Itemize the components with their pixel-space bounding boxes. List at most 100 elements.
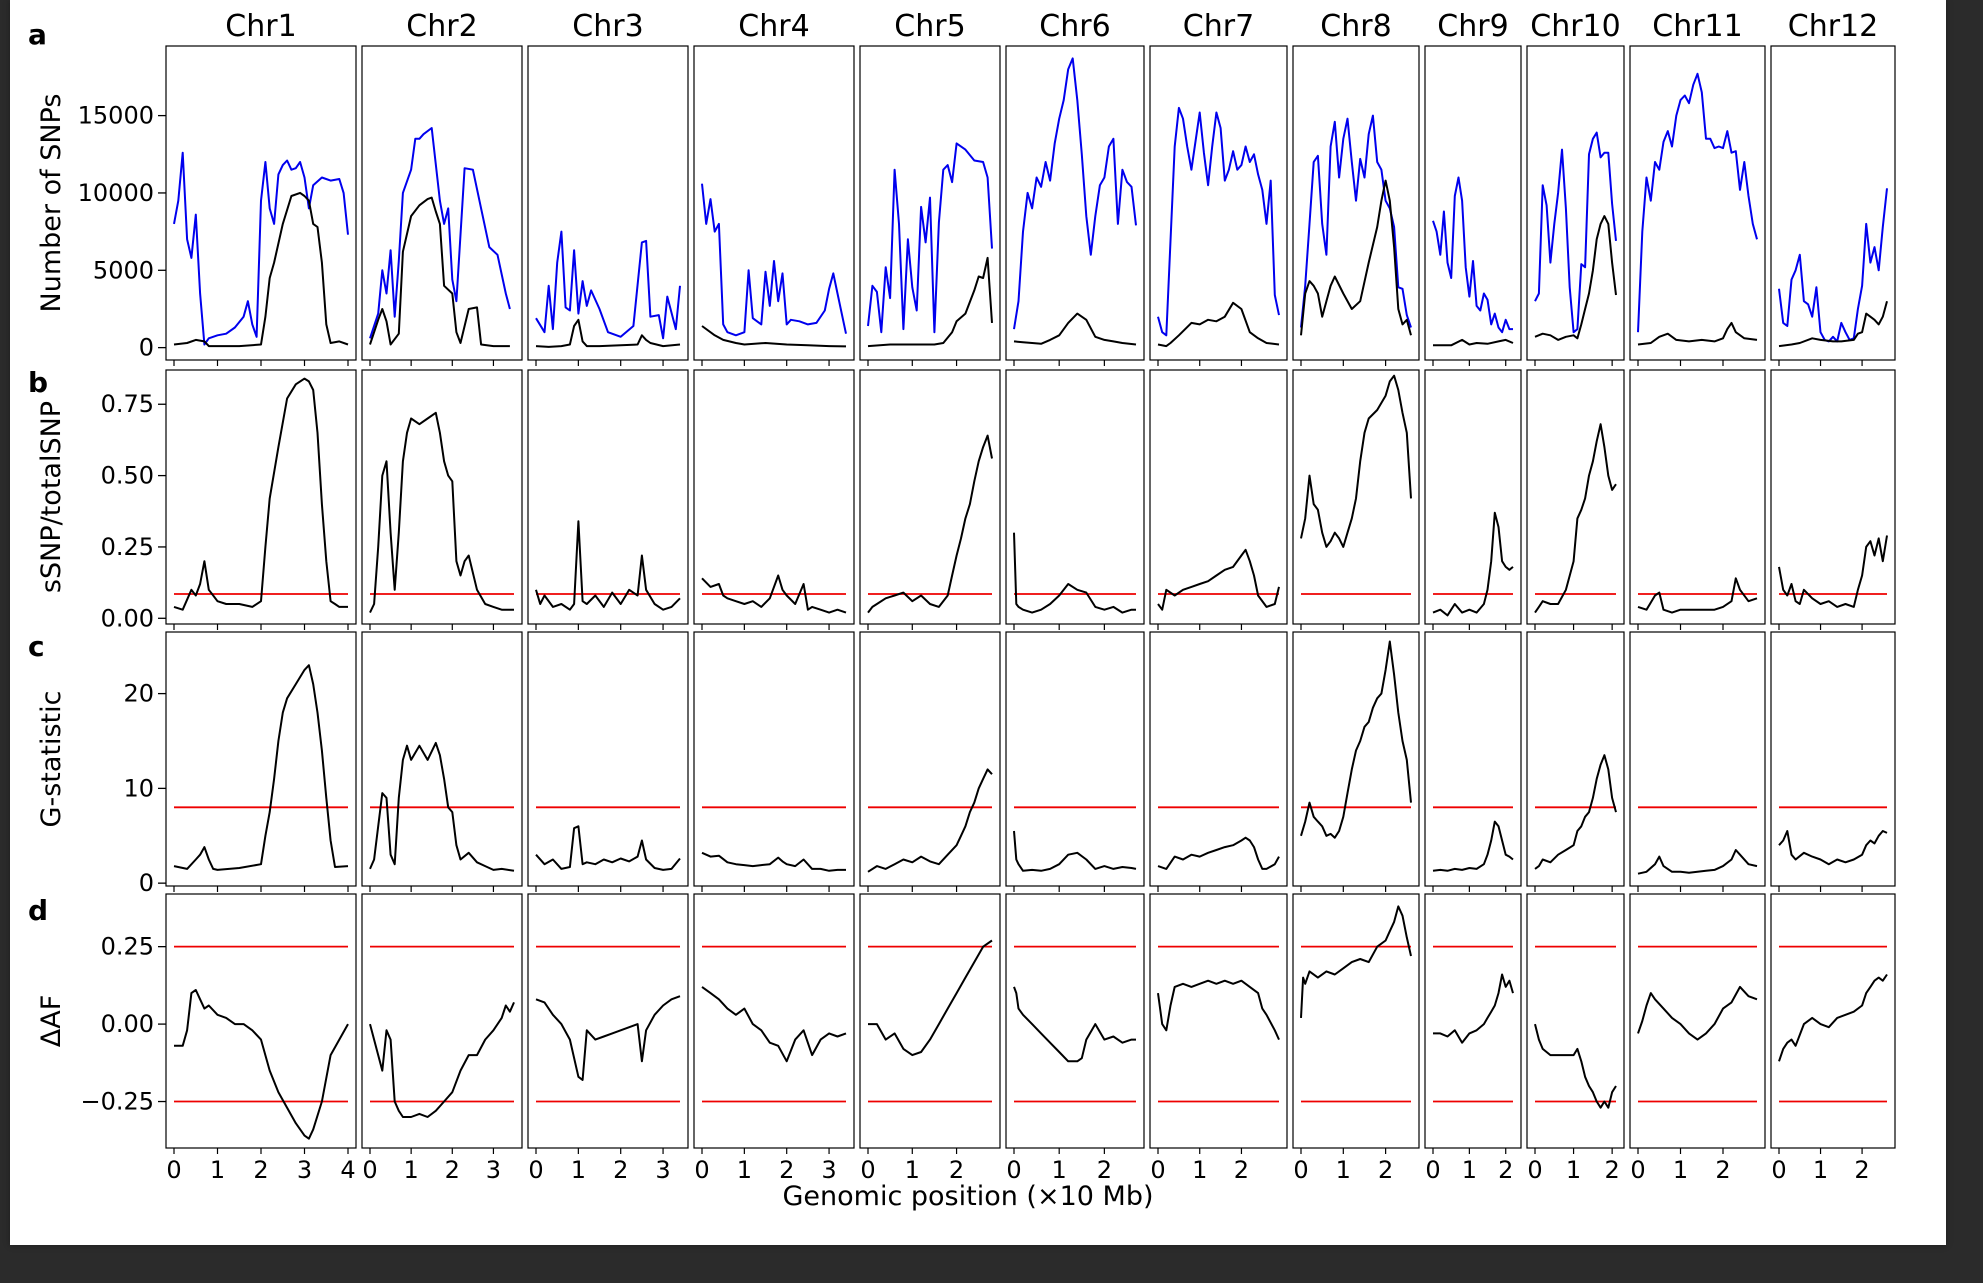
panel-letter-a: a: [28, 18, 47, 51]
subplot-frame: [1149, 45, 1288, 361]
black-series-line: [369, 741, 515, 872]
x-tick-label: 3: [821, 1156, 836, 1184]
blue-series-line: [701, 183, 847, 337]
subplot-frame: [1292, 631, 1420, 887]
y-tick-label: 10000: [78, 179, 154, 207]
x-tick-label: 0: [1425, 1156, 1440, 1184]
subplot-frame: [1292, 893, 1420, 1149]
chromosome-title: Chr4: [738, 9, 809, 44]
blue-series-line: [369, 127, 511, 339]
black-series-line: [1778, 973, 1888, 1062]
y-axis-label-b: sSNP/totalSNP: [36, 401, 67, 593]
black-series-line: [701, 574, 847, 614]
blue-series-line: [867, 142, 993, 334]
subplot-frame: [1424, 893, 1522, 1149]
x-tick-label: 2: [613, 1156, 628, 1184]
subplot-frame: [1629, 369, 1766, 625]
x-tick-label: 0: [1771, 1156, 1786, 1184]
y-axis-label-d: ΔAF: [36, 995, 67, 1047]
subplot-frame: [1526, 893, 1625, 1149]
x-tick-label: 2: [445, 1156, 460, 1184]
subplot-frame: [1149, 893, 1288, 1149]
black-series-line: [1432, 820, 1514, 872]
x-tick-label: 2: [1234, 1156, 1249, 1184]
x-tick-label: 0: [1150, 1156, 1165, 1184]
blue-series-line: [1432, 176, 1513, 334]
y-tick-label: 0.25: [101, 933, 154, 961]
x-tick-label: 4: [340, 1156, 355, 1184]
x-tick-label: 1: [905, 1156, 920, 1184]
black-series-line: [369, 411, 514, 614]
subplot-frame: [1629, 45, 1766, 361]
y-tick-label: 0: [139, 334, 154, 362]
subplot-frame: [361, 631, 523, 887]
x-tick-label: 1: [737, 1156, 752, 1184]
figure-frame: a Number of SNPs 0 5000 10000 15000 Chr1 Chr2 Ch…: [10, 0, 1946, 1245]
black-series-line: [1433, 973, 1514, 1044]
subplot-frame: [165, 893, 357, 1149]
subplot-frame: [1770, 45, 1896, 361]
black-series-line: [1300, 374, 1412, 548]
black-series-line: [1013, 532, 1136, 614]
black-series-line: [701, 986, 847, 1063]
blue-series-line: [535, 230, 681, 340]
x-tick-label: 0: [1293, 1156, 1308, 1184]
x-tick-label: 3: [486, 1156, 501, 1184]
x-tick-label: 0: [1006, 1156, 1021, 1184]
y-tick-label: 0: [139, 869, 154, 897]
panel-letter-c: c: [28, 630, 45, 663]
x-tick-label: 1: [1336, 1156, 1351, 1184]
y-tick-label: 0.50: [101, 462, 154, 490]
x-tick-label: 1: [404, 1156, 419, 1184]
subplot-frame: [1424, 45, 1522, 361]
subplot-frame: [1005, 45, 1145, 361]
black-series-line: [1637, 985, 1758, 1041]
y-tick-label: 0.00: [101, 1010, 154, 1038]
subplot-frame: [1526, 631, 1625, 887]
subplot-frame: [859, 631, 1001, 887]
subplot-frame: [527, 369, 689, 625]
blue-series-line: [1157, 106, 1280, 337]
black-series-line: [1300, 905, 1412, 1018]
black-series-line: [535, 995, 681, 1081]
x-tick-label: 1: [1192, 1156, 1207, 1184]
x-tick-label: 1: [571, 1156, 586, 1184]
black-series-line: [1433, 338, 1514, 347]
black-series-line: [1300, 640, 1412, 839]
subplot-frame: [1424, 369, 1522, 625]
x-tick-label: 0: [1630, 1156, 1645, 1184]
chromosome-title: Chr9: [1437, 9, 1508, 44]
black-series-line: [1013, 830, 1137, 872]
chromosome-title: Chr3: [572, 9, 643, 44]
subplot-frame: [1770, 631, 1896, 887]
black-series-line: [1534, 1023, 1617, 1109]
x-tick-label: 0: [362, 1156, 377, 1184]
black-series-line: [1534, 215, 1617, 341]
subplot-frame: [1424, 631, 1522, 887]
subplot-frame: [1005, 369, 1145, 625]
x-tick-label: 1: [1052, 1156, 1067, 1184]
y-tick-label: 5000: [93, 256, 154, 284]
black-series-line: [1432, 511, 1514, 617]
subplot-frame: [1292, 369, 1420, 625]
x-tick-label: 2: [1854, 1156, 1869, 1184]
chromosome-title: Chr6: [1039, 9, 1110, 44]
subplot-frame: [1005, 631, 1145, 887]
x-tick-label: 2: [949, 1156, 964, 1184]
black-series-line: [1157, 836, 1280, 870]
x-tick-label: 0: [166, 1156, 181, 1184]
blue-series-line: [1637, 72, 1758, 333]
y-tick-label: 20: [123, 680, 154, 708]
blue-series-line: [1778, 188, 1888, 343]
x-axis-label: Genomic position (×10 Mb): [783, 1181, 1154, 1212]
x-tick-label: 1: [210, 1156, 225, 1184]
black-series-line: [701, 325, 847, 348]
blue-series-line: [1013, 57, 1137, 330]
chromosome-title: Chr2: [406, 9, 477, 44]
x-tick-label: 2: [253, 1156, 268, 1184]
chromosome-title: Chr12: [1788, 9, 1878, 44]
black-series-line: [1300, 179, 1412, 336]
y-tick-label: 0.25: [101, 533, 154, 561]
subplot-frame: [1149, 631, 1288, 887]
